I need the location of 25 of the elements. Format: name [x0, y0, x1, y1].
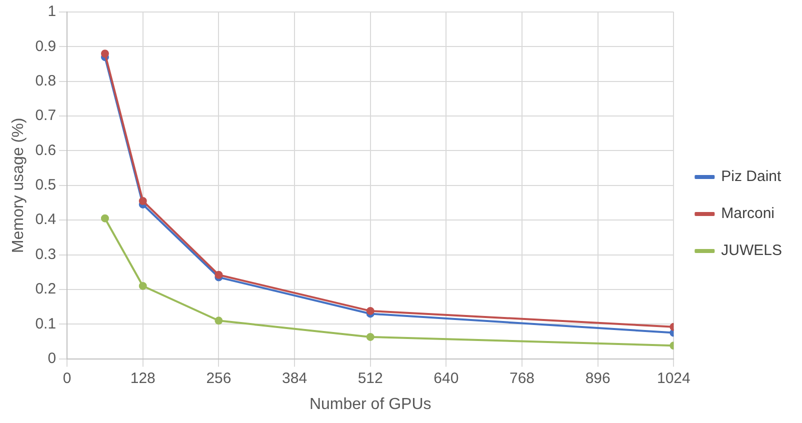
x-tick-label: 640 [434, 370, 459, 387]
y-tick-label: 0.8 [35, 72, 56, 90]
y-tick-label: 0.5 [35, 176, 56, 194]
y-tick-label: 0.7 [35, 107, 56, 124]
y-tick-label: 0.1 [35, 315, 56, 332]
x-tick-label: 1024 [656, 370, 690, 387]
legend-label: Piz Daint [721, 168, 782, 186]
x-tick-label: 128 [130, 370, 156, 387]
x-tick-label: 896 [585, 370, 610, 387]
x-axis-title: Number of GPUs [309, 396, 432, 413]
y-tick-label: 0.6 [35, 142, 56, 159]
x-tick-label: 384 [282, 370, 308, 387]
x-tick-label: 0 [62, 370, 72, 387]
y-tick-label: 1 [48, 3, 56, 20]
legend-label: Marconi [721, 205, 775, 222]
y-tick-label: 0.4 [35, 211, 56, 228]
x-tick-label: 768 [509, 370, 535, 387]
y-tick-label: 0 [48, 350, 56, 367]
y-tick-label: 0.3 [35, 246, 56, 263]
legend-label: JUWELS [721, 242, 782, 260]
y-tick-label: 0.2 [35, 280, 56, 298]
x-tick-label: 256 [206, 370, 232, 387]
x-tick-label: 512 [358, 370, 383, 387]
y-tick-label: 0.9 [35, 38, 56, 55]
y-axis-title: Memory usage (%) [10, 118, 28, 253]
